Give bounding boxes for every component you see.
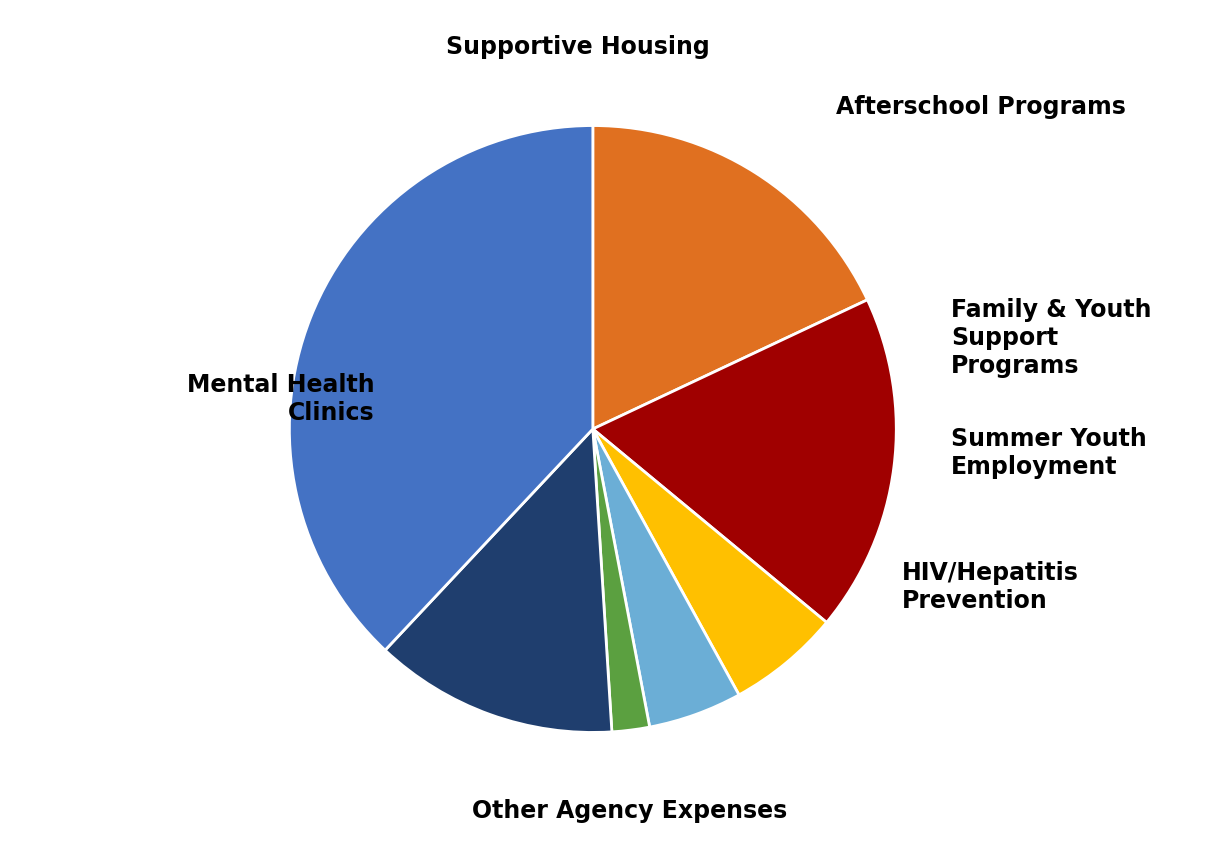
Text: Summer Youth
Employment: Summer Youth Employment — [951, 427, 1147, 479]
Wedge shape — [385, 429, 612, 733]
Wedge shape — [593, 429, 739, 727]
Wedge shape — [593, 125, 867, 429]
Text: Mental Health
Clinics: Mental Health Clinics — [187, 372, 375, 425]
Wedge shape — [593, 429, 649, 732]
Text: HIV/Hepatitis
Prevention: HIV/Hepatitis Prevention — [902, 561, 1080, 613]
Wedge shape — [593, 429, 827, 695]
Text: Supportive Housing: Supportive Housing — [446, 35, 709, 59]
Wedge shape — [593, 299, 896, 622]
Text: Family & Youth
Support
Programs: Family & Youth Support Programs — [951, 299, 1152, 378]
Text: Other Agency Expenses: Other Agency Expenses — [472, 799, 787, 823]
Text: Afterschool Programs: Afterschool Programs — [835, 95, 1126, 119]
Wedge shape — [289, 125, 593, 650]
